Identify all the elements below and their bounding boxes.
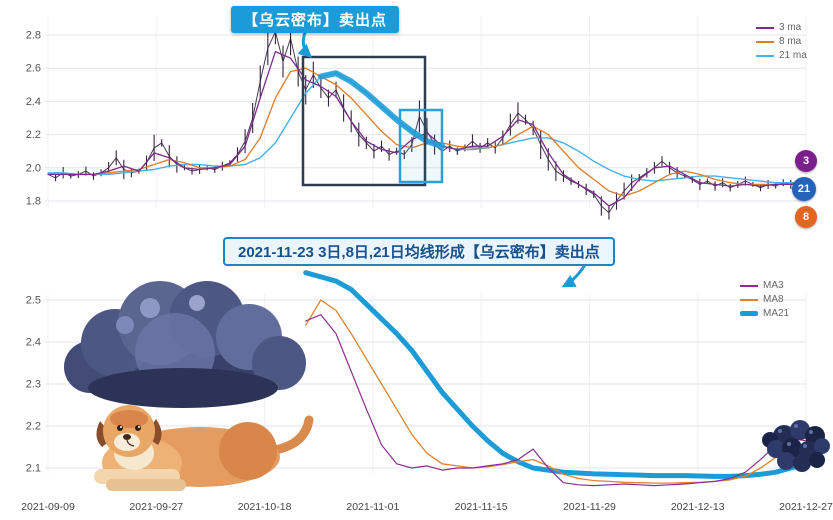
dark-highlight-box xyxy=(301,55,427,187)
y-tick-label: 2.4 xyxy=(26,337,41,349)
legend-swatch-8ma xyxy=(756,40,774,43)
y-tick-label: 1.8 xyxy=(26,196,41,208)
legend-item-8ma: 8 ma xyxy=(756,36,807,47)
series-ma8 xyxy=(305,299,807,484)
y-tick-label: 2.5 xyxy=(26,295,41,307)
legend-item-MA3: MA3 xyxy=(740,280,789,291)
sell-point-banner: 【乌云密布】卖出点 xyxy=(231,6,400,33)
legend-label-21ma: 21 ma xyxy=(779,50,807,61)
legend-item-MA8: MA8 xyxy=(740,294,789,305)
ma8-endpoint-badge: 8 xyxy=(795,206,817,228)
legend-item-3ma: 3 ma xyxy=(756,22,807,33)
x-tick-label: 2021-11-29 xyxy=(563,501,616,513)
date-annotation-banner: 2021-11-23 3日,8日,21日均线形成【乌云密布】卖出点 xyxy=(223,237,615,266)
ma21-endpoint-badge: 21 xyxy=(792,177,816,201)
y-tick-label: 2.1 xyxy=(26,463,41,475)
legend-swatch-MA21 xyxy=(740,311,758,316)
x-tick-label: 2021-09-09 xyxy=(21,501,75,513)
bottom-ma-chart: 2.5 2.4 2.3 2.2 2.1 2021-09-09 2021-09-27 2021-… xyxy=(21,259,833,513)
y-tick-label: 2.2 xyxy=(26,421,41,433)
dog-illustration xyxy=(94,405,314,491)
series-price xyxy=(47,19,807,220)
y-tick-label: 2.4 xyxy=(26,96,41,108)
storm-cloud-illustration xyxy=(64,281,306,408)
legend-label-3ma: 3 ma xyxy=(779,22,802,33)
ma3-endpoint-badge: 3 xyxy=(795,150,817,172)
legend-item-21ma: 21 ma xyxy=(756,50,807,61)
legend-label-MA3: MA3 xyxy=(763,280,784,291)
y-tick-label: 2.3 xyxy=(26,379,41,391)
legend-swatch-3ma xyxy=(756,26,774,29)
legend-item-MA21: MA21 xyxy=(740,308,789,319)
legend-label-8ma: 8 ma xyxy=(779,36,802,47)
y-tick-label: 2.8 xyxy=(26,30,41,42)
legend-swatch-21ma xyxy=(756,54,774,57)
x-tick-label: 2021-11-01 xyxy=(346,501,399,513)
x-tick-label: 2021-12-27 xyxy=(779,501,833,513)
x-tick-label: 2021-12-13 xyxy=(671,501,725,513)
series-3-ma xyxy=(47,50,807,207)
y-tick-label: 2.6 xyxy=(26,63,41,75)
blue-highlight-box xyxy=(398,108,444,184)
x-tick-label: 2021-09-27 xyxy=(129,501,183,513)
series-ma21 xyxy=(303,270,809,479)
legend-label-MA21: MA21 xyxy=(763,308,790,319)
legend-label-MA8: MA8 xyxy=(763,294,784,305)
x-tick-label: 2021-10-18 xyxy=(238,501,292,513)
y-tick-label: 2.0 xyxy=(26,162,41,174)
top-legend: 3 ma 8 ma 21 ma xyxy=(756,22,807,61)
bottom-legend: MA3 MA8 MA21 xyxy=(740,280,789,319)
series-ma3 xyxy=(305,314,807,487)
y-tick-label: 2.2 xyxy=(26,129,41,141)
legend-swatch-MA8 xyxy=(740,298,758,301)
series-21-ma-emphasis xyxy=(317,70,446,150)
x-tick-label: 2021-11-15 xyxy=(455,501,508,513)
top-price-chart: 2.8 2.6 2.4 2.2 2.0 1.8 xyxy=(26,16,807,220)
berry-cluster-illustration xyxy=(762,420,830,472)
legend-swatch-MA3 xyxy=(740,284,758,287)
banner-arrow xyxy=(297,29,312,58)
